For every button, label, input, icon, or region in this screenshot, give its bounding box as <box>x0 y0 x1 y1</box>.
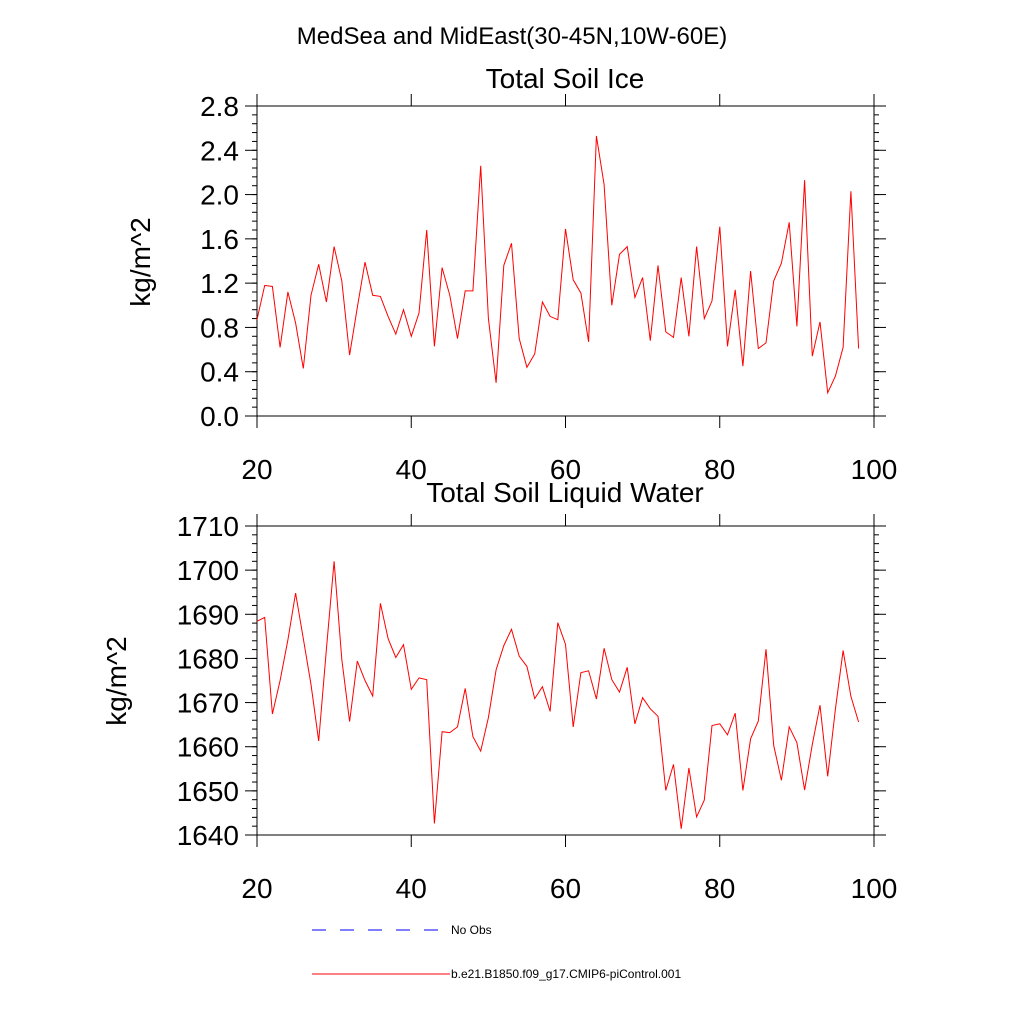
soil-ice-x-tick-label: 20 <box>241 454 272 485</box>
soil-ice-y-tick-label: 0.4 <box>200 357 239 388</box>
soil-liquid-water-y-tick-label: 1680 <box>177 643 239 674</box>
soil-liquid-water-y-tick-label: 1690 <box>177 599 239 630</box>
soil-ice-x-tick-label: 60 <box>550 454 581 485</box>
soil-liquid-water-y-tick-label: 1640 <box>177 820 239 851</box>
soil-liquid-water-series-line <box>256 561 860 829</box>
legend: No Obs b.e21.B1850.f09_g17.CMIP6-piContr… <box>312 923 681 981</box>
soil-liquid-water-x-tick-label: 40 <box>396 873 427 904</box>
soil-liquid-water-y-tick-label: 1670 <box>177 688 239 719</box>
soil-ice-y-tick-label: 0.0 <box>200 401 239 432</box>
soil-liquid-water-y-tick-label: 1710 <box>177 511 239 542</box>
legend-picontrol-label: b.e21.B1850.f09_g17.CMIP6-piControl.001 <box>451 967 681 981</box>
soil-ice-x-tick-label: 100 <box>851 454 898 485</box>
soil-liquid-water-y-tick-label: 1660 <box>177 732 239 763</box>
soil-liquid-water-panel: Total Soil Liquid Water kg/m^2 1640 1650 1… <box>101 477 897 904</box>
soil-liquid-water-x-tick-label: 20 <box>241 873 272 904</box>
soil-liquid-water-title: Total Soil Liquid Water <box>426 477 704 508</box>
legend-no-obs-label: No Obs <box>451 923 492 937</box>
figure-suptitle: MedSea and MidEast(30-45N,10W-60E) <box>297 23 727 50</box>
soil-ice-series-line <box>256 135 860 395</box>
soil-liquid-water-x-tick-label: 100 <box>851 873 898 904</box>
soil-liquid-water-ylabel: kg/m^2 <box>101 636 132 725</box>
soil-ice-x-tick-label: 40 <box>396 454 427 485</box>
soil-liquid-water-plot-frame <box>256 525 875 836</box>
soil-ice-y-tick-label: 2.8 <box>200 91 239 122</box>
soil-ice-y-tick-label: 1.6 <box>200 224 239 255</box>
soil-liquid-water-y-tick-label: 1650 <box>177 776 239 807</box>
soil-ice-y-tick-label: 2.4 <box>200 135 239 166</box>
soil-ice-title: Total Soil Ice <box>486 63 645 94</box>
soil-liquid-water-x-tick-label: 60 <box>550 873 581 904</box>
soil-ice-y-tick-label: 2.0 <box>200 180 239 211</box>
soil-ice-panel: Total Soil Ice kg/m^2 0.0 0.4 0.8 1.2 1.6 2.0… <box>125 63 897 485</box>
soil-ice-x-tick-label: 80 <box>704 454 735 485</box>
soil-ice-y-tick-label: 0.8 <box>200 312 239 343</box>
soil-liquid-water-y-tick-label: 1700 <box>177 555 239 586</box>
soil-ice-ylabel: kg/m^2 <box>125 217 156 306</box>
soil-liquid-water-x-tick-label: 80 <box>704 873 735 904</box>
soil-ice-y-tick-label: 1.2 <box>200 268 239 299</box>
